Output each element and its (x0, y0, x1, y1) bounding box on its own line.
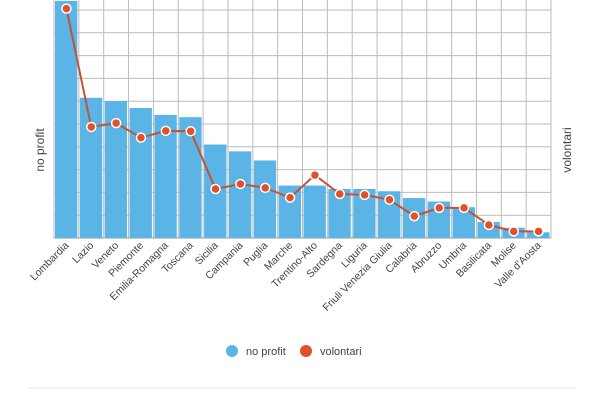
bar-Puglia (253, 160, 277, 238)
point-Valle d'Aosta (533, 226, 544, 237)
point-Veneto (110, 117, 122, 129)
bar-Sardegna (328, 188, 351, 238)
bar-Liguria (353, 188, 376, 238)
point-Lombardia (61, 3, 72, 14)
point-Campania (235, 178, 246, 190)
y-axis-label: no profit (33, 128, 47, 172)
point-Marche (284, 192, 296, 203)
point-Basilicata (483, 219, 495, 231)
point-Puglia (259, 182, 271, 194)
line-series (61, 3, 544, 237)
point-Umbria (458, 202, 470, 214)
point-Abruzzo (433, 202, 445, 214)
bar-Lazio (79, 97, 103, 238)
point-Calabria (409, 210, 420, 222)
point-Sicilia (210, 183, 221, 195)
bar-Umbria (452, 207, 475, 238)
grid (53, 0, 552, 239)
x-tick-labels: LombardiaLazioVenetoPiemonteEmilia-Romag… (28, 240, 544, 314)
point-Sardegna (334, 188, 346, 200)
legend-label-volontari: volontari (320, 346, 362, 358)
bar-Veneto (104, 101, 128, 238)
bars (55, 0, 550, 238)
point-Lazio (86, 121, 97, 133)
point-Piemonte (135, 132, 147, 143)
bar-Piemonte (129, 108, 152, 238)
point-Friuli Venezia Giulia (384, 194, 395, 205)
bar-Marche (278, 185, 301, 238)
legend-label-no-profit: no profit (246, 346, 286, 358)
legend-swatch-volontari (300, 345, 312, 357)
legend-swatch-no-profit (226, 345, 238, 357)
bar-Campania (228, 151, 252, 238)
point-Trentino-Alto (309, 169, 321, 181)
x-tick-label: Lombardia (28, 240, 72, 284)
point-Toscana (185, 126, 196, 137)
y2-axis-label: volontari (560, 127, 574, 172)
point-Liguria (359, 189, 370, 201)
bar-Emilia-Romagna (154, 114, 177, 238)
point-Molise (508, 226, 519, 237)
bar-Toscana (179, 117, 202, 238)
bar-Trentino-Alto (303, 185, 326, 238)
legend: no profit volontari (226, 345, 362, 358)
bar-Lombardia (55, 0, 78, 238)
point-Emilia-Romagna (160, 125, 172, 137)
